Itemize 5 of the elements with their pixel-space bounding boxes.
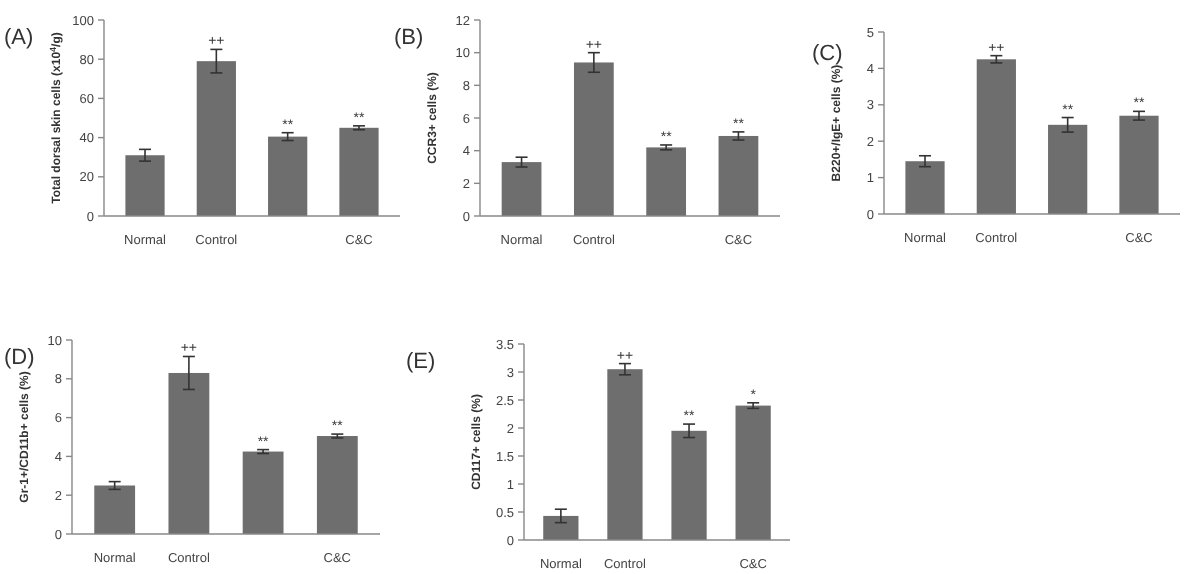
chart-title: (C) xyxy=(812,42,843,66)
chart-title: (D) xyxy=(4,346,35,370)
chart-title: (B) xyxy=(394,26,424,50)
chart-title: (A) xyxy=(4,26,34,50)
chart-title: (E) xyxy=(406,350,436,374)
